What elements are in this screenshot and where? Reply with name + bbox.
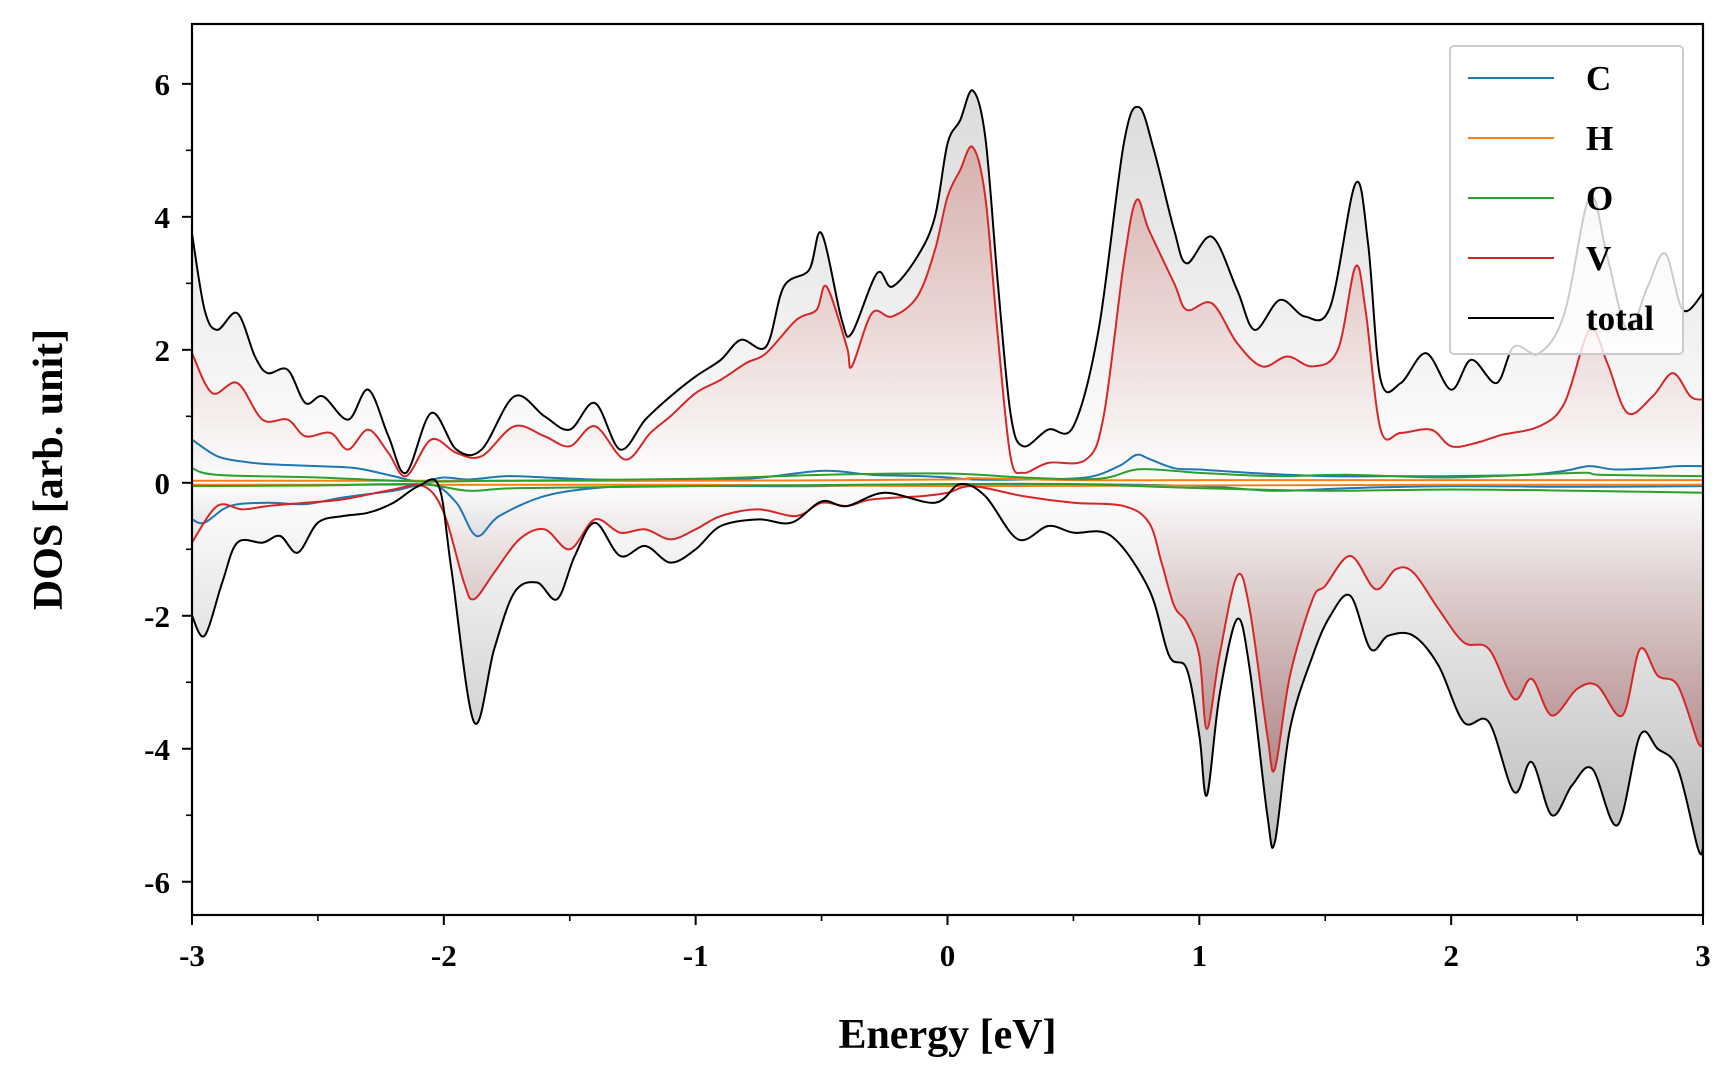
- y-tick-label: 6: [155, 67, 171, 102]
- legend-label-o: O: [1586, 179, 1613, 218]
- y-tick-label: -6: [144, 865, 170, 900]
- legend-label-c: C: [1586, 59, 1611, 98]
- fill-v-spin-up: [192, 146, 1703, 483]
- x-tick-label: 0: [940, 938, 956, 973]
- x-tick-label: 2: [1443, 938, 1459, 973]
- fill-v-spin-down: [192, 482, 1703, 772]
- x-tick-label: -3: [179, 938, 205, 973]
- y-tick-label: 2: [155, 333, 171, 368]
- x-tick-label: 1: [1192, 938, 1208, 973]
- legend-box: [1449, 45, 1684, 355]
- series-h-spin-down: [192, 483, 1703, 488]
- legend-label-v: V: [1586, 239, 1611, 278]
- y-tick-label: -4: [144, 732, 170, 767]
- series-total-spin-up: [192, 89, 1703, 474]
- y-tick-label: 0: [155, 466, 171, 501]
- x-tick-label: -1: [683, 938, 709, 973]
- x-tick-label: -2: [431, 938, 457, 973]
- legend-label-h: H: [1586, 119, 1613, 158]
- x-axis-title: Energy [eV]: [838, 1012, 1056, 1058]
- fill-c-spin-down: [192, 482, 1703, 537]
- legend-label-total: total: [1586, 299, 1654, 338]
- series-v-spin-up: [192, 145, 1703, 478]
- series-o-spin-up: [192, 467, 1703, 483]
- y-axis-title: DOS [arb. unit]: [26, 329, 72, 610]
- y-tick-label: 4: [155, 200, 171, 235]
- series-v-spin-down: [192, 483, 1703, 773]
- series-total-spin-down: [192, 478, 1703, 856]
- y-tick-label: -2: [144, 599, 170, 634]
- x-tick-label: 3: [1695, 938, 1711, 973]
